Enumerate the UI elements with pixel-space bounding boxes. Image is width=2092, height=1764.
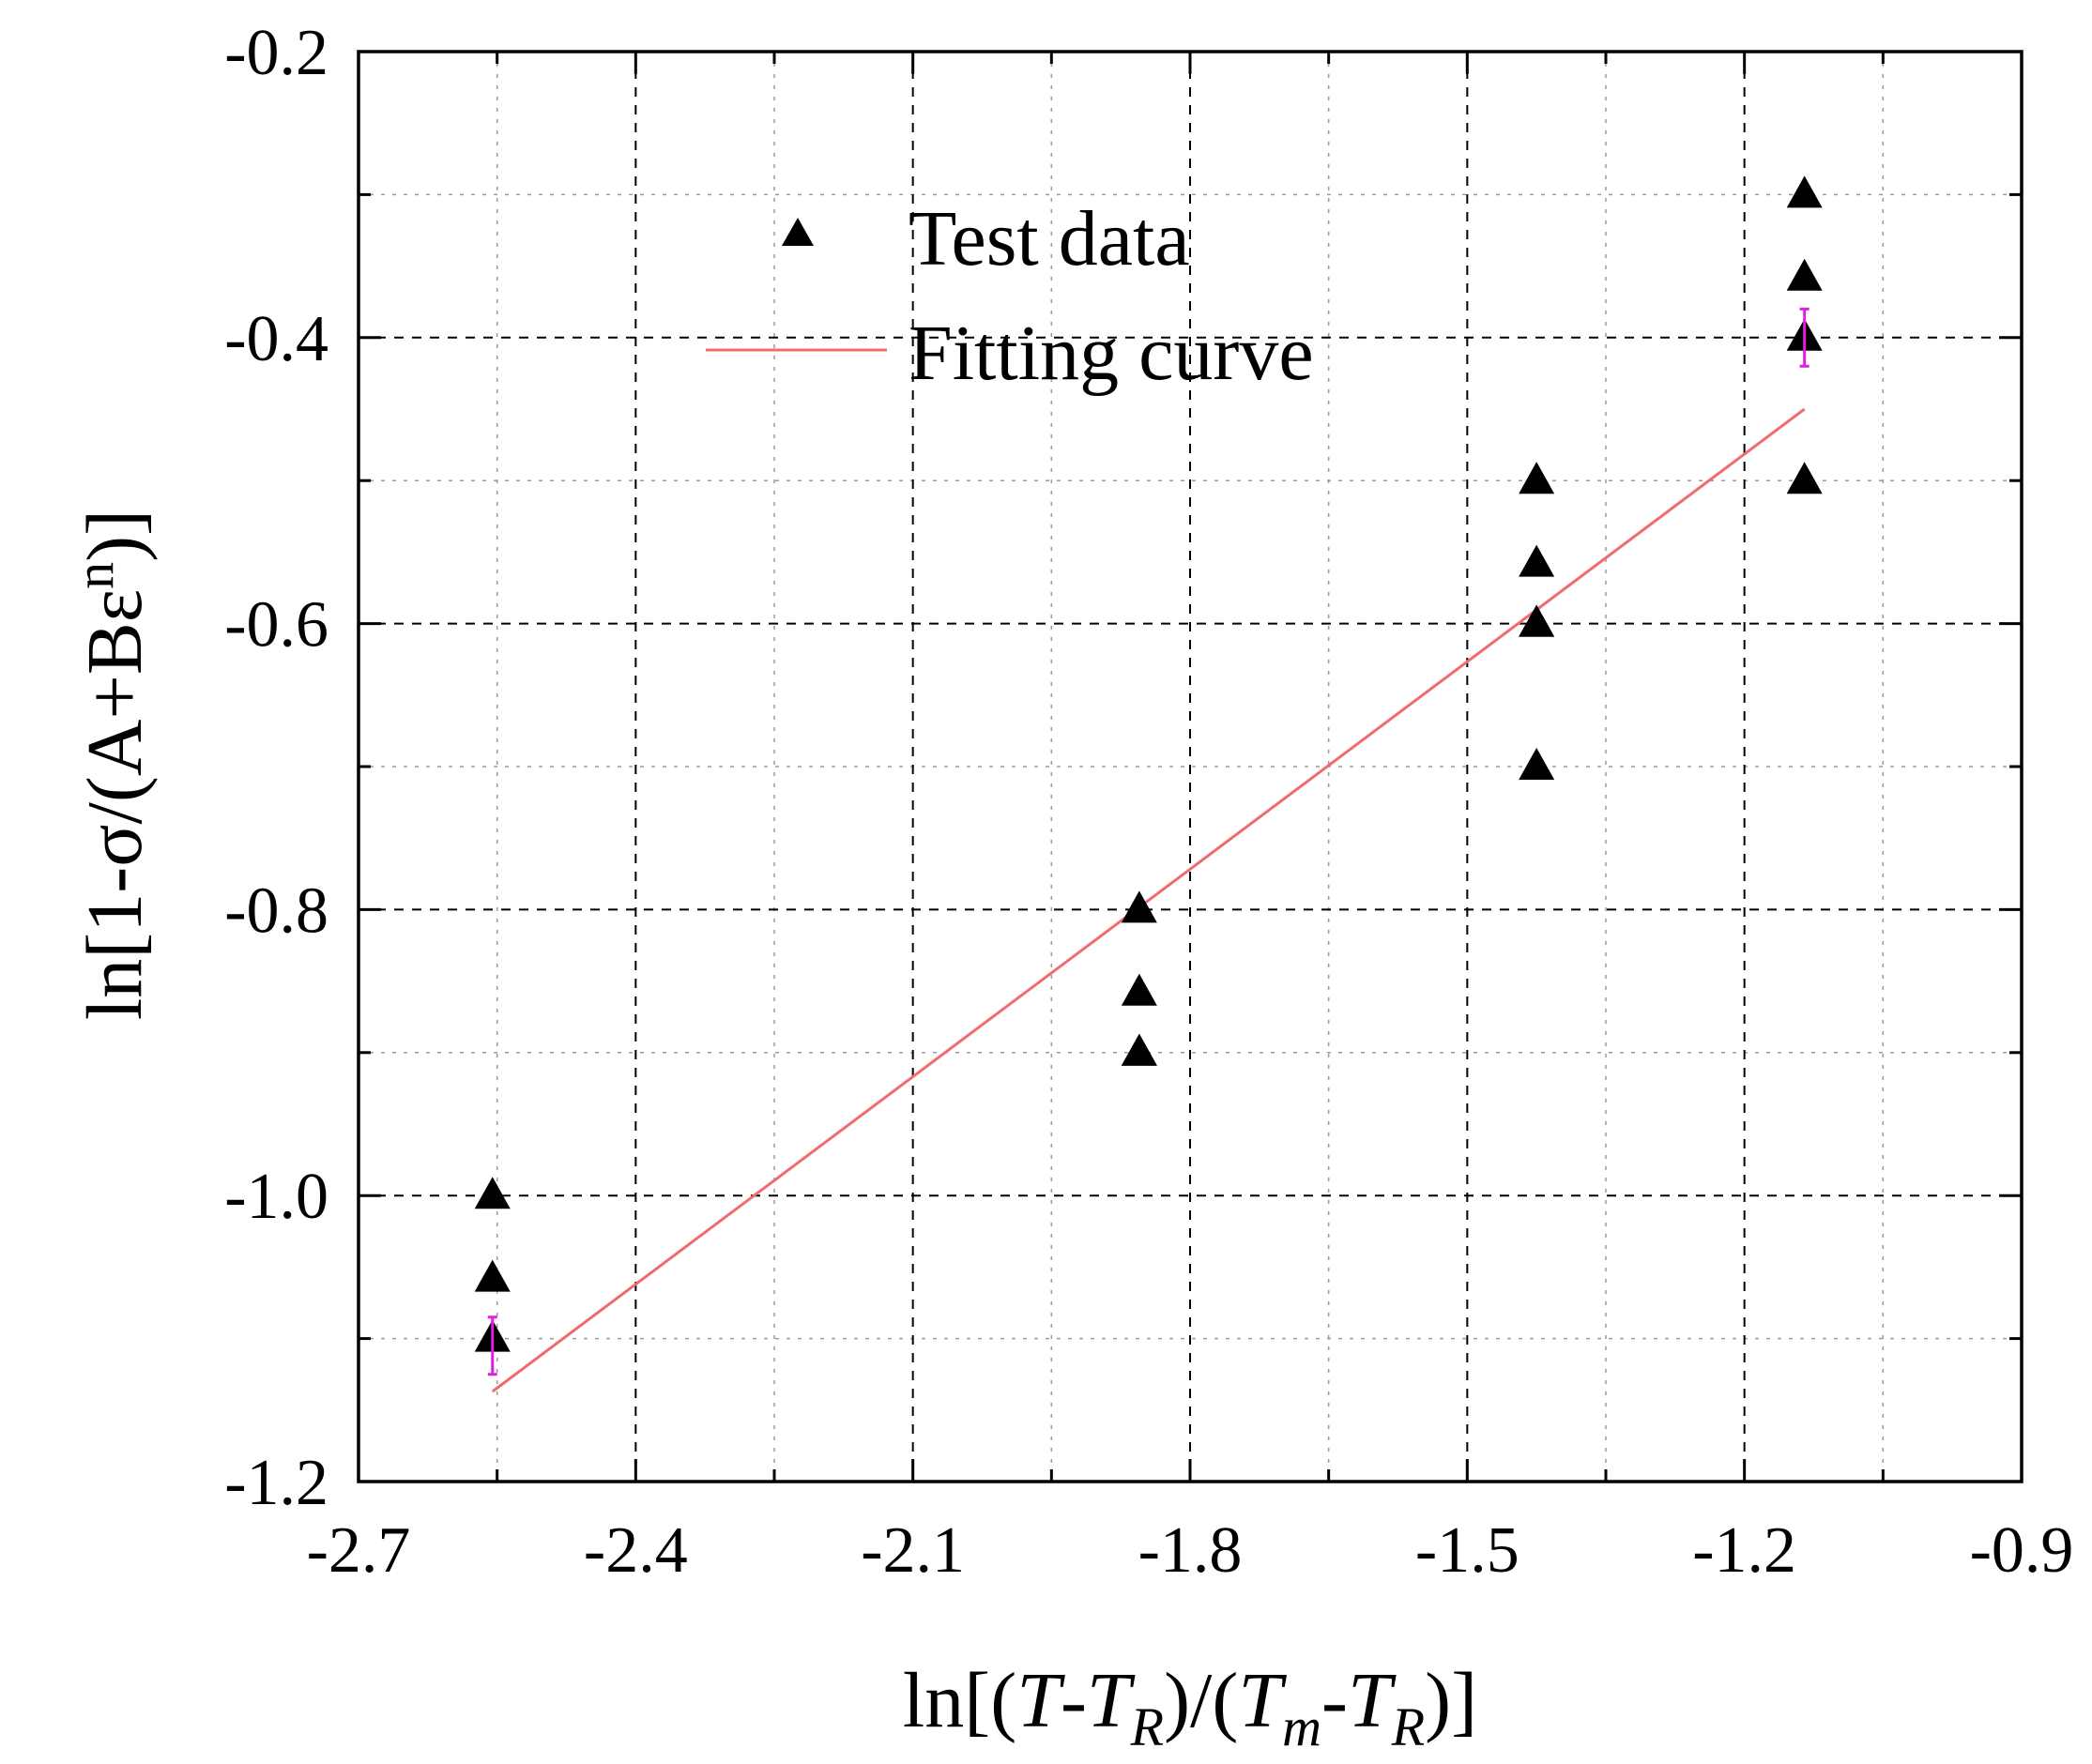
y-tick-label: -1.2 <box>224 1447 328 1519</box>
y-tick-label: -0.8 <box>224 874 328 947</box>
test-data-point <box>1121 973 1157 1006</box>
x-tick-label: -2.4 <box>584 1514 688 1587</box>
x-tick-label: -1.8 <box>1138 1514 1243 1587</box>
test-data-point <box>1121 890 1157 923</box>
test-data-point <box>1786 462 1823 494</box>
fitting-curve-line <box>491 407 1806 1393</box>
x-tick-label: -2.1 <box>861 1514 965 1587</box>
test-data-point <box>1121 1033 1157 1066</box>
test-data-point <box>474 1259 511 1292</box>
grid <box>359 52 2022 1482</box>
x-axis-title: ln[(T-TR)/(Tm-TR)] <box>903 1657 1477 1757</box>
test-data-point <box>1786 258 1823 291</box>
x-tick-label: -1.2 <box>1692 1514 1796 1587</box>
y-tick-label: -0.6 <box>224 589 328 662</box>
x-tick-label: -0.9 <box>1970 1514 2074 1587</box>
x-tick-labels: -2.7 -2.4 -2.1 -1.8 -1.5 -1.2 -0.9 <box>307 1514 2074 1587</box>
test-data-point <box>1519 544 1555 577</box>
test-data-point <box>474 1177 511 1209</box>
test-data-point <box>1519 748 1555 780</box>
test-data-point <box>1519 604 1555 637</box>
y-tick-label: -1.0 <box>224 1161 328 1233</box>
y-tick-labels: -1.2 -1.0 -0.8 -0.6 -0.4 -0.2 <box>224 17 328 1519</box>
test-data-point <box>1786 175 1823 208</box>
fit-layer <box>491 407 1806 1393</box>
test-data-point <box>1519 462 1555 494</box>
plot-frame <box>357 50 2023 1483</box>
y-tick-label: -0.4 <box>224 303 328 375</box>
errorbar-layer <box>487 307 1810 1376</box>
legend: Test data Fitting curve <box>706 195 1314 397</box>
y-axis-title: ln[1-σ/(A+Bεn)] <box>64 509 159 1020</box>
x-tick-label: -2.7 <box>307 1514 411 1587</box>
y-tick-label: -0.2 <box>224 17 328 89</box>
legend-label-test-data: Test data <box>909 195 1190 282</box>
x-tick-label: -1.5 <box>1415 1514 1519 1587</box>
legend-label-fitting-curve: Fitting curve <box>909 310 1314 397</box>
legend-marker-test-data <box>782 218 814 246</box>
